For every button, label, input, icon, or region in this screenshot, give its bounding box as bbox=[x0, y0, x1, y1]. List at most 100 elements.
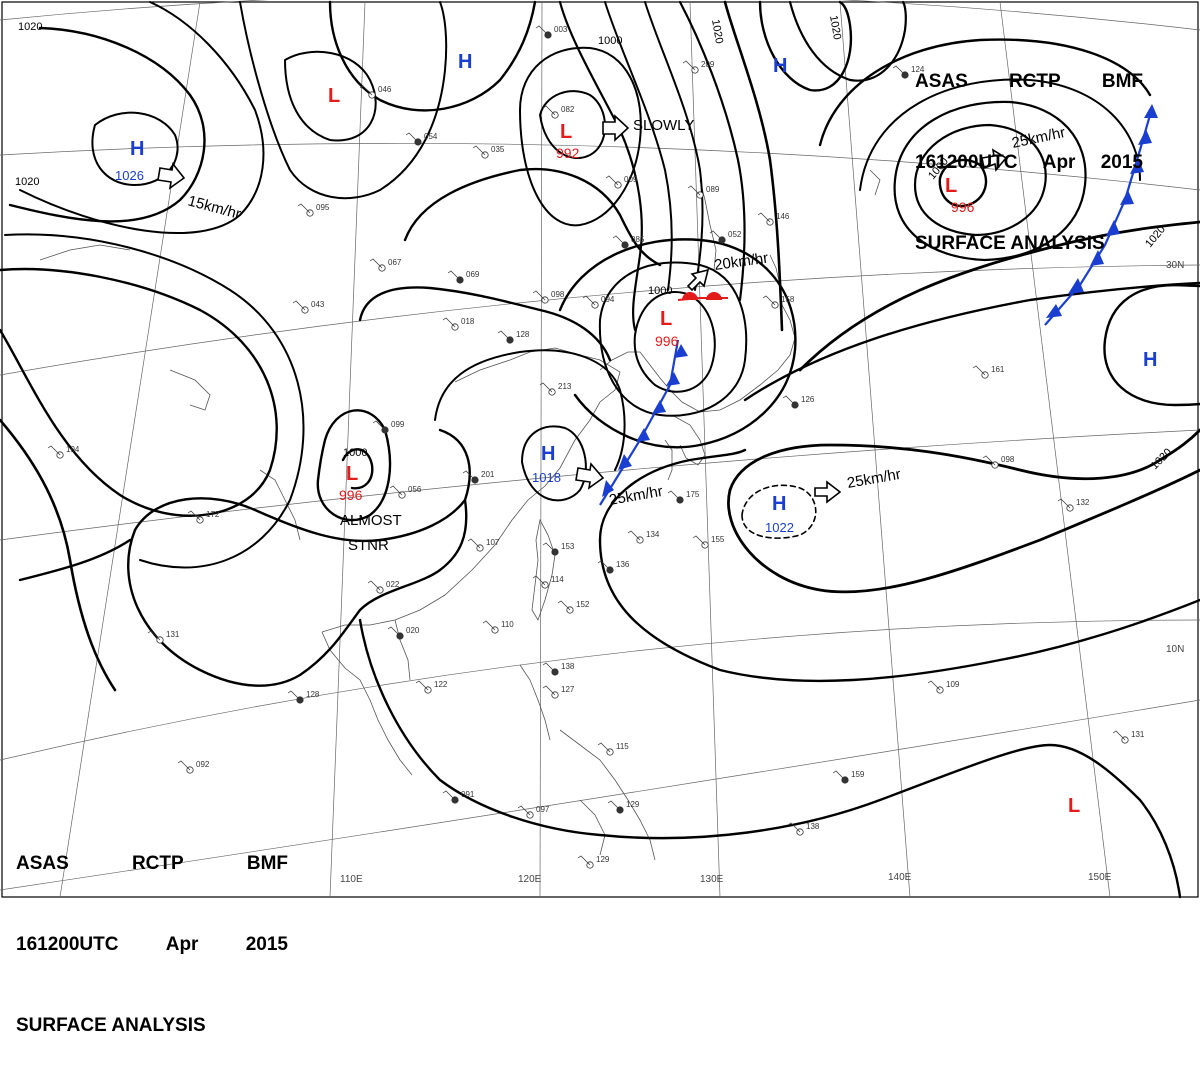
latitude-label: 10N bbox=[1166, 644, 1184, 655]
wind-barb-icon bbox=[147, 630, 161, 641]
wind-barb-icon bbox=[517, 805, 531, 816]
low-center-symbol: L bbox=[1068, 795, 1080, 817]
header-title: SURFACE ANALYSIS bbox=[16, 1015, 206, 1036]
wind-barb-icon bbox=[542, 542, 556, 553]
wind-barb-icon bbox=[497, 330, 511, 341]
station-pressure: 082 bbox=[561, 105, 575, 114]
pressure-centers: H 1026 H H L L 992 L 996 L 996 L 996 H 1… bbox=[115, 51, 1157, 817]
wind-barb-icon bbox=[597, 742, 611, 753]
isobars bbox=[0, 0, 1200, 899]
header-month: Apr bbox=[165, 934, 199, 955]
wind-barb-icon bbox=[367, 580, 381, 591]
isobar-label: 1000 bbox=[343, 447, 367, 459]
high-center-symbol: H bbox=[130, 138, 144, 160]
wind-barb-icon bbox=[892, 65, 906, 76]
station-pressure: 107 bbox=[486, 538, 500, 547]
station-pressure: 085 bbox=[631, 235, 645, 244]
station-pressure: 153 bbox=[561, 542, 575, 551]
station-pressure: 136 bbox=[616, 560, 630, 569]
movement-label: 25km/hr bbox=[846, 466, 902, 492]
wind-barb-icon bbox=[462, 470, 476, 481]
station-pressure: 152 bbox=[576, 600, 590, 609]
station-pressure: 194 bbox=[66, 445, 80, 454]
high-center-symbol: H bbox=[772, 493, 786, 515]
station-pressure: 098 bbox=[551, 290, 565, 299]
station-pressure: 003 bbox=[554, 25, 568, 34]
station-pressure: 209 bbox=[701, 60, 715, 69]
isobar-label: 1020 bbox=[827, 14, 843, 40]
annotation-label: STNR bbox=[348, 537, 389, 554]
wind-barb-icon bbox=[467, 538, 481, 549]
isobar-label: 1020 bbox=[1149, 446, 1175, 472]
wind-barb-icon bbox=[297, 203, 311, 214]
wind-barb-icon bbox=[442, 790, 456, 801]
station-pressure: 131 bbox=[1131, 730, 1145, 739]
wind-barb-icon bbox=[787, 822, 801, 833]
header-agency: ASAS bbox=[915, 71, 968, 92]
movement-arrow-icon bbox=[157, 162, 186, 190]
header-service: BMF bbox=[1101, 71, 1143, 92]
movement-label: SLOWLY bbox=[633, 117, 694, 134]
chart-header-top-right: ASAS RCTP BMF 161200UTC Apr 2015 SURFACE ANA… bbox=[915, 14, 1143, 284]
station-pressure: 067 bbox=[388, 258, 402, 267]
wind-barb-icon bbox=[542, 662, 556, 673]
high-center-symbol: H bbox=[773, 55, 787, 77]
station-pressure: 020 bbox=[406, 626, 420, 635]
station-pressure: 115 bbox=[616, 742, 629, 751]
wind-barb-icon bbox=[482, 620, 496, 631]
wind-barb-icon bbox=[612, 235, 626, 246]
low-center-value: 996 bbox=[655, 333, 679, 349]
movement-arrow-icon bbox=[602, 114, 630, 142]
low-center-symbol: L bbox=[328, 85, 340, 107]
latitude-label: 30N bbox=[1166, 260, 1184, 271]
isobar-label: 1020 bbox=[15, 176, 39, 188]
wind-barb-icon bbox=[1057, 498, 1071, 509]
high-center-value: 1018 bbox=[532, 470, 561, 485]
low-center-symbol: L bbox=[660, 308, 672, 330]
station-pressure: 134 bbox=[646, 530, 660, 539]
wind-barb-icon bbox=[472, 145, 486, 156]
map-frame bbox=[1, 1, 1199, 898]
station-pressure: 094 bbox=[601, 295, 615, 304]
movement-label: 20km/hr bbox=[713, 250, 769, 274]
wind-barb-icon bbox=[927, 680, 941, 691]
wind-barb-icon bbox=[682, 60, 696, 71]
low-center-value: 996 bbox=[339, 487, 363, 503]
isobar-labels: 1020 1020 1000 1020 1020 1000 1000 1000 … bbox=[15, 14, 1174, 472]
station-pressure: 201 bbox=[481, 470, 495, 479]
header-year: 2015 bbox=[1100, 152, 1143, 173]
high-center-value: 1022 bbox=[765, 520, 794, 535]
longitude-label: 110E bbox=[340, 874, 363, 885]
chart-header-bottom-left: ASAS RCTP BMF 161200UTC Apr 2015 SURFACE ANA… bbox=[16, 796, 288, 1066]
movement-arrow-icon bbox=[575, 462, 605, 490]
station-pressure: 009 bbox=[624, 175, 638, 184]
station-pressure: 128 bbox=[306, 690, 320, 699]
movement-label: 25km/hr bbox=[608, 483, 664, 509]
station-pressure: 138 bbox=[806, 822, 820, 831]
high-center-symbol: H bbox=[458, 51, 472, 73]
station-pressure: 046 bbox=[378, 85, 392, 94]
longitude-label: 130E bbox=[700, 874, 724, 885]
longitude-label: 120E bbox=[518, 874, 542, 885]
wind-barb-icon bbox=[359, 85, 373, 96]
station-pressure: 155 bbox=[711, 535, 725, 544]
warm-front bbox=[677, 292, 728, 301]
wind-barb-icon bbox=[389, 485, 403, 496]
station-pressure: 124 bbox=[911, 65, 925, 74]
header-station: RCTP bbox=[131, 853, 184, 874]
cold-front bbox=[599, 104, 1158, 506]
station-pressure: 122 bbox=[434, 680, 448, 689]
station-pressure: 043 bbox=[311, 300, 325, 309]
station-pressure: 099 bbox=[391, 420, 405, 429]
wind-barb-icon bbox=[539, 382, 553, 393]
wind-barb-icon bbox=[762, 295, 776, 306]
station-pressure: 018 bbox=[461, 317, 475, 326]
wind-barb-icon bbox=[605, 175, 619, 186]
movement-arrow-icon bbox=[814, 480, 842, 504]
wind-barb-icon bbox=[982, 455, 996, 466]
isobar-label: 1020 bbox=[18, 21, 42, 33]
station-pressure: 132 bbox=[1076, 498, 1090, 507]
station-pressure: 052 bbox=[728, 230, 742, 239]
coastlines bbox=[39, 169, 881, 861]
coordinate-labels: 110E 120E 130E 140E 150E 30N 10N bbox=[340, 260, 1184, 885]
